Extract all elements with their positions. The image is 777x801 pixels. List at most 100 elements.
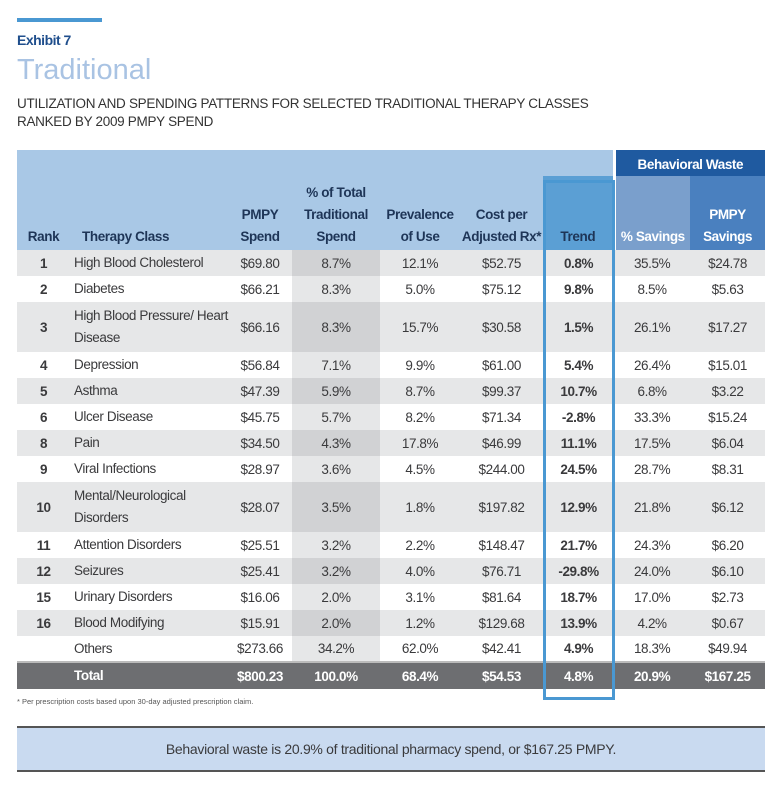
table-cell: 20.9% bbox=[614, 661, 691, 689]
table-row: 2 Diabetes $66.21 8.3% 5.0% $75.12 9.8% 8.5% $5.… bbox=[17, 276, 766, 302]
table-cell: Seizures bbox=[70, 558, 228, 584]
accent-bar bbox=[17, 18, 102, 22]
table-cell: 24.5% bbox=[543, 456, 615, 482]
table-cell: 28.7% bbox=[614, 456, 691, 482]
table-cell: 1.8% bbox=[380, 482, 460, 532]
table-cell: $24.78 bbox=[690, 250, 766, 276]
table-cell: 68.4% bbox=[380, 661, 460, 689]
table-cell: 5 bbox=[17, 378, 70, 404]
table-cell: 9 bbox=[17, 456, 70, 482]
table-cell: Blood Modifying bbox=[70, 610, 228, 636]
column-header: % Savings bbox=[612, 176, 691, 250]
table-cell: 12.1% bbox=[380, 250, 460, 276]
table-cell: 9.8% bbox=[543, 276, 615, 302]
table-cell: 3.6% bbox=[292, 456, 380, 482]
table-cell: 8.7% bbox=[380, 378, 460, 404]
table-cell: $99.37 bbox=[460, 378, 543, 404]
table-cell: 4.2% bbox=[614, 610, 691, 636]
table-cell: 2.2% bbox=[380, 532, 460, 558]
table-cell: $148.47 bbox=[460, 532, 543, 558]
table-cell: 26.4% bbox=[614, 352, 691, 378]
table-cell: $45.75 bbox=[228, 404, 292, 430]
table-cell: $42.41 bbox=[460, 636, 543, 662]
table-cell bbox=[17, 661, 70, 689]
table-row: 10 Mental/Neurological Disorders $28.07 3.5… bbox=[17, 482, 766, 532]
subtitle-line-2: RANKED BY 2009 PMPY SPEND bbox=[17, 114, 214, 129]
table-cell: Others bbox=[70, 636, 228, 662]
table-cell: $69.80 bbox=[228, 250, 292, 276]
table-cell: 24.3% bbox=[614, 532, 691, 558]
column-header: Therapy Class bbox=[70, 176, 228, 250]
column-header: Trend bbox=[543, 176, 615, 250]
table-cell: $46.99 bbox=[460, 430, 543, 456]
table-cell: $15.91 bbox=[228, 610, 292, 636]
table-cell: 4 bbox=[17, 352, 70, 378]
column-header: PMPY Spend bbox=[228, 176, 292, 250]
table-cell: 17.5% bbox=[614, 430, 691, 456]
table-row: 5 Asthma $47.39 5.9% 8.7% $99.37 10.7% 6.8% $3.2… bbox=[17, 378, 766, 404]
table-cell: 8.2% bbox=[380, 404, 460, 430]
table-cell: 9.9% bbox=[380, 352, 460, 378]
table-cell: 4.8% bbox=[543, 661, 615, 689]
subtitle-line-1: UTILIZATION AND SPENDING PATTERNS FOR SE… bbox=[17, 96, 589, 111]
table-cell: 3.1% bbox=[380, 584, 460, 610]
table-cell: $3.22 bbox=[690, 378, 766, 404]
table-cell: $66.21 bbox=[228, 276, 292, 302]
table-row: Total $800.23 100.0% 68.4% $54.53 4.8% 20.9% $1… bbox=[17, 661, 766, 689]
table-cell: 34.2% bbox=[292, 636, 380, 662]
table-cell: Mental/Neurological Disorders bbox=[70, 482, 228, 532]
table-cell: 8.3% bbox=[292, 302, 380, 352]
table-cell: 33.3% bbox=[614, 404, 691, 430]
table-cell: 12.9% bbox=[543, 482, 615, 532]
table-cell: 3.5% bbox=[292, 482, 380, 532]
table-cell: 11 bbox=[17, 532, 70, 558]
table-cell: 13.9% bbox=[543, 610, 615, 636]
table-cell: Ulcer Disease bbox=[70, 404, 228, 430]
footnote: * Per prescription costs based upon 30-d… bbox=[17, 697, 254, 706]
table-cell: $71.34 bbox=[460, 404, 543, 430]
table-cell: $56.84 bbox=[228, 352, 292, 378]
table-row: 15 Urinary Disorders $16.06 2.0% 3.1% $81.64 1… bbox=[17, 584, 766, 610]
table-cell: 4.0% bbox=[380, 558, 460, 584]
table-cell: $15.24 bbox=[690, 404, 766, 430]
table-cell: Viral Infections bbox=[70, 456, 228, 482]
table-cell: 2.0% bbox=[292, 584, 380, 610]
table-cell: 10.7% bbox=[543, 378, 615, 404]
table-cell: Total bbox=[70, 661, 228, 689]
table-cell: Depression bbox=[70, 352, 228, 378]
table-cell: $8.31 bbox=[690, 456, 766, 482]
table-cell: $6.10 bbox=[690, 558, 766, 584]
summary-callout: Behavioral waste is 20.9% of traditional… bbox=[17, 726, 765, 772]
table-row: 8 Pain $34.50 4.3% 17.8% $46.99 11.1% 17.5% $6.0… bbox=[17, 430, 766, 456]
table-cell: $61.00 bbox=[460, 352, 543, 378]
table-cell: 17.8% bbox=[380, 430, 460, 456]
table-cell: 16 bbox=[17, 610, 70, 636]
table-cell: $129.68 bbox=[460, 610, 543, 636]
table-cell: Diabetes bbox=[70, 276, 228, 302]
table-cell: 5.0% bbox=[380, 276, 460, 302]
table-cell: 3 bbox=[17, 302, 70, 352]
table-cell: 4.3% bbox=[292, 430, 380, 456]
table-cell: 35.5% bbox=[614, 250, 691, 276]
table-cell: High Blood Cholesterol bbox=[70, 250, 228, 276]
table-cell: Asthma bbox=[70, 378, 228, 404]
table-cell: 5.4% bbox=[543, 352, 615, 378]
table-cell: $28.97 bbox=[228, 456, 292, 482]
table-cell: 18.3% bbox=[614, 636, 691, 662]
table-cell: $167.25 bbox=[690, 661, 766, 689]
table-cell: 62.0% bbox=[380, 636, 460, 662]
table-cell: $6.04 bbox=[690, 430, 766, 456]
table-cell: $76.71 bbox=[460, 558, 543, 584]
column-header: Prevalence of Use bbox=[380, 176, 460, 250]
table-cell: Pain bbox=[70, 430, 228, 456]
table-cell: 5.9% bbox=[292, 378, 380, 404]
table-cell: $47.39 bbox=[228, 378, 292, 404]
column-header: PMPY Savings bbox=[690, 176, 766, 250]
table-cell: $17.27 bbox=[690, 302, 766, 352]
table-cell: Urinary Disorders bbox=[70, 584, 228, 610]
table-cell: 10 bbox=[17, 482, 70, 532]
table-cell: $5.63 bbox=[690, 276, 766, 302]
table-cell: 2.0% bbox=[292, 610, 380, 636]
table-cell: $75.12 bbox=[460, 276, 543, 302]
behavioral-waste-header: Behavioral Waste bbox=[612, 150, 766, 176]
